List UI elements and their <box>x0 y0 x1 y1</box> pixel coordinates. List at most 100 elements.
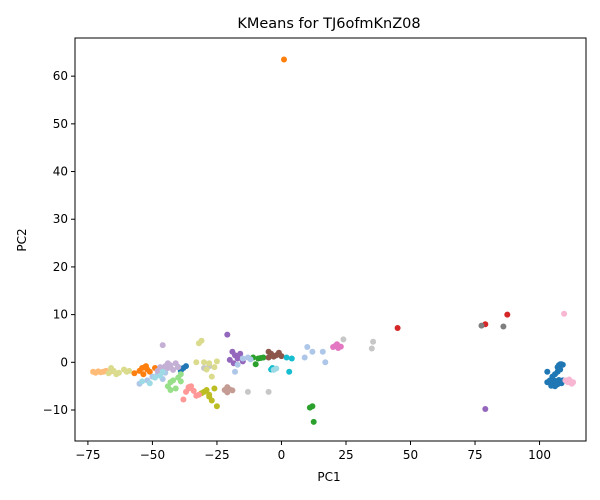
data-point <box>304 344 311 350</box>
data-point <box>561 310 568 317</box>
data-point <box>146 380 153 387</box>
data-point <box>206 360 213 367</box>
data-point <box>177 378 184 385</box>
data-point <box>123 368 130 375</box>
data-point <box>244 354 251 361</box>
data-point <box>211 385 218 392</box>
data-point <box>154 367 161 374</box>
data-point <box>478 322 485 329</box>
y-tick-label: 40 <box>53 165 68 179</box>
data-point <box>177 371 184 378</box>
data-point <box>226 356 233 363</box>
data-point <box>237 350 244 357</box>
data-point <box>172 385 179 392</box>
data-point <box>213 358 220 365</box>
data-point <box>319 348 326 355</box>
data-point <box>482 406 489 412</box>
data-point <box>252 361 259 368</box>
points-layer <box>90 56 577 425</box>
data-point <box>265 348 272 355</box>
data-point <box>309 348 316 355</box>
data-point <box>229 387 236 394</box>
data-point <box>211 364 218 371</box>
data-point <box>270 366 277 373</box>
x-tick-label: −50 <box>140 448 165 462</box>
data-point <box>559 361 566 368</box>
y-tick-label: 20 <box>53 260 68 274</box>
x-tick-label: 75 <box>467 448 482 462</box>
data-point <box>206 393 213 400</box>
data-point <box>310 418 317 425</box>
data-point <box>105 370 112 377</box>
data-point <box>164 360 171 367</box>
data-point <box>193 359 200 366</box>
data-point <box>322 359 329 366</box>
data-point <box>159 368 166 375</box>
data-point <box>180 396 187 403</box>
data-point <box>115 369 122 376</box>
data-point <box>203 366 210 373</box>
data-point <box>203 387 210 393</box>
y-axis-label: PC2 <box>15 228 29 251</box>
x-tick-label: −25 <box>204 448 229 462</box>
x-tick-label: 100 <box>528 448 551 462</box>
data-point <box>286 368 293 375</box>
data-point <box>213 403 220 410</box>
data-point <box>170 366 177 373</box>
x-tick-label: 50 <box>403 448 418 462</box>
data-point <box>152 374 158 381</box>
data-point <box>368 345 375 352</box>
data-point <box>557 366 564 373</box>
y-axis: −10 0 10 20 30 40 50 60 <box>43 69 75 417</box>
y-tick-label: 60 <box>53 69 68 83</box>
data-point <box>190 387 197 394</box>
data-point <box>224 384 231 391</box>
data-point <box>159 342 166 349</box>
data-point <box>198 337 205 344</box>
data-point <box>195 391 202 398</box>
data-point <box>552 383 558 390</box>
y-tick-label: 30 <box>53 212 68 226</box>
data-point <box>283 354 290 361</box>
plot-frame <box>74 37 587 442</box>
data-point <box>201 359 207 366</box>
data-point <box>170 377 177 384</box>
data-point <box>340 336 347 343</box>
data-point <box>208 373 215 380</box>
data-point <box>139 378 146 385</box>
data-point <box>309 403 316 410</box>
x-axis: −75 −50 −25 0 25 50 75 100 <box>75 441 551 462</box>
data-point <box>234 361 241 368</box>
data-point <box>232 368 238 375</box>
data-point <box>239 355 246 362</box>
data-point <box>281 56 287 63</box>
data-point <box>566 376 573 383</box>
x-tick-label: 25 <box>338 448 353 462</box>
data-point <box>175 364 182 371</box>
x-tick-label: −75 <box>75 448 100 462</box>
data-point <box>337 343 344 350</box>
data-point <box>265 388 272 395</box>
data-point <box>394 325 401 331</box>
data-point <box>544 368 551 375</box>
data-point <box>146 368 153 375</box>
data-point <box>234 355 241 362</box>
data-point <box>370 338 377 345</box>
chart-title: KMeans for TJ6ofmKnZ08 <box>237 16 420 32</box>
y-tick-label: 0 <box>60 355 68 369</box>
data-point <box>244 388 251 395</box>
data-point <box>140 371 147 378</box>
data-point <box>301 354 308 361</box>
y-tick-label: 10 <box>53 308 68 322</box>
data-point <box>278 353 285 360</box>
data-point <box>143 363 149 370</box>
data-point <box>260 354 267 361</box>
data-point <box>185 384 192 391</box>
data-point <box>500 323 507 330</box>
data-point <box>568 380 575 387</box>
data-point <box>224 331 231 338</box>
data-point <box>131 370 138 377</box>
data-point <box>288 355 295 362</box>
